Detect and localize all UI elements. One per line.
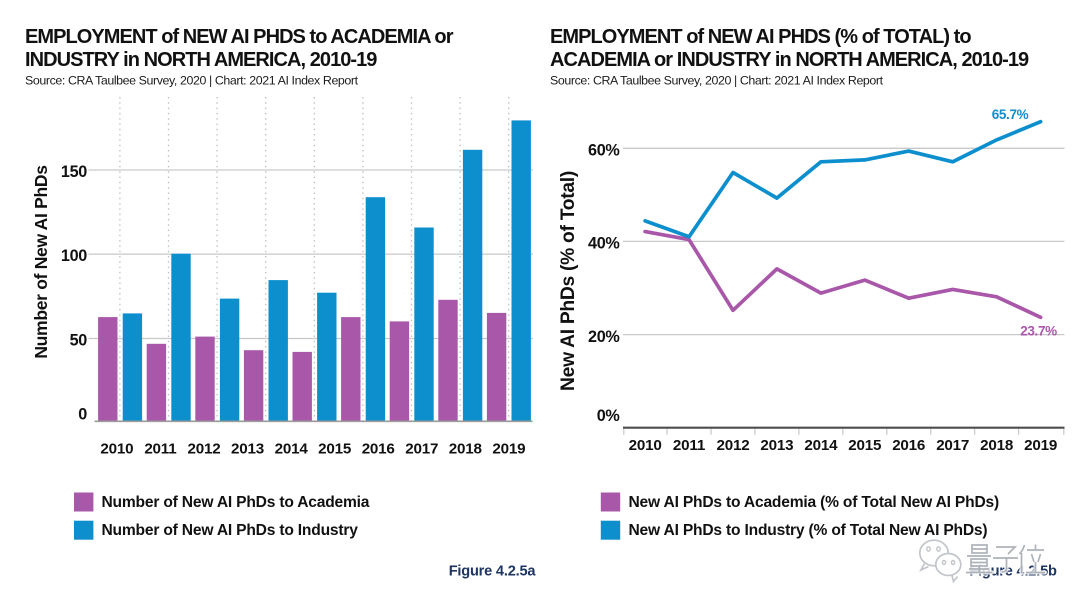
svg-text:INDUSTRY in NORTH AMERICA, 201: INDUSTRY in NORTH AMERICA, 2010-19	[25, 49, 377, 71]
svg-text:2013: 2013	[231, 440, 264, 457]
svg-text:2018: 2018	[449, 440, 482, 457]
svg-text:2017: 2017	[936, 437, 969, 454]
svg-text:2014: 2014	[275, 440, 309, 457]
svg-text:EMPLOYMENT of NEW AI PHDS to A: EMPLOYMENT of NEW AI PHDS to ACADEMIA or	[25, 26, 454, 48]
svg-text:23.7%: 23.7%	[1020, 324, 1057, 339]
svg-text:150: 150	[61, 163, 87, 181]
svg-text:Number of New AI PhDs to Acade: Number of New AI PhDs to Academia	[102, 494, 370, 511]
svg-text:60%: 60%	[588, 142, 620, 160]
svg-text:20%: 20%	[588, 328, 620, 346]
svg-text:Figure 4.2.5a: Figure 4.2.5a	[449, 564, 537, 580]
svg-text:Number of New AI PhDs to Indus: Number of New AI PhDs to Industry	[102, 522, 359, 539]
svg-text:2016: 2016	[892, 437, 925, 454]
svg-text:Number of New AI PhDs: Number of New AI PhDs	[31, 165, 51, 359]
svg-text:2019: 2019	[1024, 437, 1057, 454]
svg-text:0: 0	[78, 406, 87, 424]
svg-text:New AI PhDs (% of Total): New AI PhDs (% of Total)	[558, 171, 579, 391]
svg-text:2012: 2012	[717, 437, 750, 454]
svg-text:Source: CRA Taulbee Survey, 20: Source: CRA Taulbee Survey, 2020 | Chart…	[25, 74, 359, 88]
svg-text:EMPLOYMENT of NEW AI PHDS (% o: EMPLOYMENT of NEW AI PHDS (% of TOTAL) t…	[550, 26, 971, 48]
svg-text:0%: 0%	[597, 407, 620, 425]
svg-text:100: 100	[61, 247, 87, 265]
svg-text:2018: 2018	[980, 437, 1013, 454]
svg-text:40%: 40%	[588, 235, 620, 253]
svg-text:2015: 2015	[848, 437, 882, 454]
svg-text:2013: 2013	[760, 437, 793, 454]
svg-text:2010: 2010	[629, 437, 662, 454]
svg-text:ACADEMIA or INDUSTRY in NORTH: ACADEMIA or INDUSTRY in NORTH AMERICA, 2…	[550, 49, 1029, 71]
svg-text:New AI PhDs to Academia (% of: New AI PhDs to Academia (% of Total New …	[629, 494, 999, 511]
svg-text:2019: 2019	[492, 440, 525, 457]
svg-text:2017: 2017	[405, 440, 438, 457]
svg-text:2012: 2012	[188, 440, 221, 457]
svg-text:Source: CRA Taulbee Survey, 20: Source: CRA Taulbee Survey, 2020 | Chart…	[550, 74, 884, 88]
svg-text:2016: 2016	[362, 440, 395, 457]
svg-text:New AI PhDs to Industry (% of: New AI PhDs to Industry (% of Total New …	[629, 522, 988, 539]
svg-text:2010: 2010	[100, 440, 133, 457]
svg-text:2015: 2015	[318, 440, 352, 457]
svg-text:2011: 2011	[673, 437, 706, 454]
svg-text:2011: 2011	[144, 440, 177, 457]
svg-text:65.7%: 65.7%	[992, 107, 1029, 122]
svg-text:2014: 2014	[804, 437, 838, 454]
svg-text:50: 50	[70, 332, 88, 350]
